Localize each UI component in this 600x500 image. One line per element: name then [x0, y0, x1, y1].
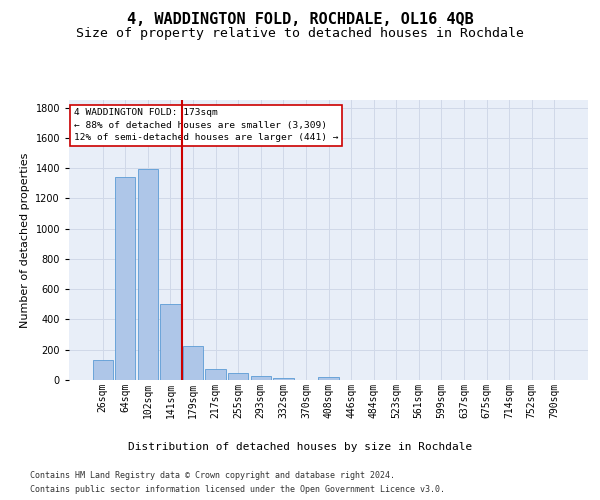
Text: Contains HM Land Registry data © Crown copyright and database right 2024.: Contains HM Land Registry data © Crown c…: [30, 471, 395, 480]
Bar: [183, 346, 203, 380]
Bar: [115, 177, 136, 380]
Text: 4 WADDINGTON FOLD: 173sqm
← 88% of detached houses are smaller (3,309)
12% of se: 4 WADDINGTON FOLD: 173sqm ← 88% of detac…: [74, 108, 338, 142]
Text: Distribution of detached houses by size in Rochdale: Distribution of detached houses by size …: [128, 442, 472, 452]
Text: Size of property relative to detached houses in Rochdale: Size of property relative to detached ho…: [76, 28, 524, 40]
Bar: [160, 304, 181, 380]
Text: Contains public sector information licensed under the Open Government Licence v3: Contains public sector information licen…: [30, 485, 445, 494]
Y-axis label: Number of detached properties: Number of detached properties: [20, 152, 30, 328]
Bar: [205, 368, 226, 380]
Text: 4, WADDINGTON FOLD, ROCHDALE, OL16 4QB: 4, WADDINGTON FOLD, ROCHDALE, OL16 4QB: [127, 12, 473, 28]
Bar: [92, 360, 113, 380]
Bar: [251, 376, 271, 380]
Bar: [138, 169, 158, 380]
Bar: [319, 377, 338, 380]
Bar: [228, 373, 248, 380]
Bar: [273, 378, 293, 380]
